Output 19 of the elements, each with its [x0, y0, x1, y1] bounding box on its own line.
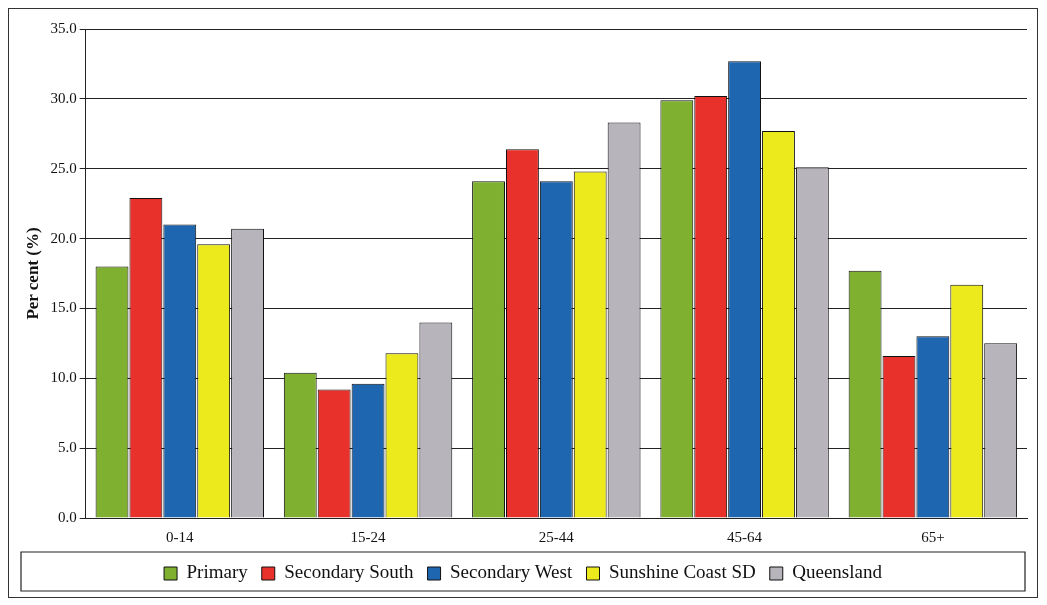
- y-tick-label: 0.0: [57, 508, 77, 525]
- legend-label: Secondary West: [450, 561, 573, 583]
- legend-label: Queensland: [792, 561, 883, 583]
- x-tick-label: 45-64: [727, 528, 763, 545]
- x-tick-label: 65+: [921, 528, 945, 545]
- x-tick-label: 25-44: [538, 528, 575, 545]
- y-axis-title: Per cent (%): [22, 227, 42, 320]
- y-tick-label: 25.0: [50, 159, 77, 176]
- x-tick-label: 0-14: [166, 528, 195, 545]
- y-tick-label: 20.0: [50, 229, 77, 246]
- x-tick-label: 15-24: [350, 528, 387, 545]
- y-tick-label: 35.0: [50, 19, 77, 36]
- legend-label: Secondary South: [284, 561, 415, 583]
- legend-label: Primary: [186, 561, 249, 583]
- y-tick-label: 30.0: [50, 89, 77, 106]
- legend-label: Sunshine Coast SD: [609, 561, 756, 583]
- y-tick-label: 10.0: [50, 369, 77, 386]
- y-tick-label: 15.0: [50, 299, 77, 316]
- y-tick-label: 5.0: [57, 439, 77, 456]
